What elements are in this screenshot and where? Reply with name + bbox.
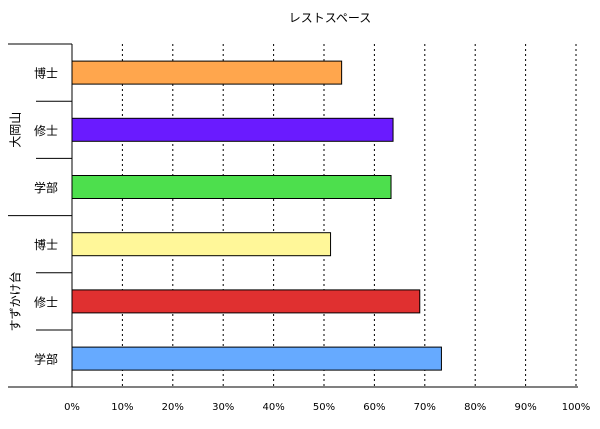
x-tick-label: 70% bbox=[414, 402, 436, 413]
chart-title: レストスペース bbox=[289, 11, 372, 25]
category-label: 修士 bbox=[34, 123, 58, 138]
x-tick-label: 80% bbox=[464, 402, 486, 413]
x-tick-label: 60% bbox=[363, 402, 385, 413]
group-label: すずかけ台 bbox=[8, 271, 23, 331]
category-label: 博士 bbox=[34, 237, 58, 252]
category-label: 修士 bbox=[34, 294, 58, 309]
category-label: 学部 bbox=[34, 352, 58, 367]
x-tick-label: 20% bbox=[162, 402, 184, 413]
category-label: 学部 bbox=[34, 180, 58, 195]
x-tick-label: 10% bbox=[111, 402, 133, 413]
category-label: 博士 bbox=[34, 66, 58, 81]
x-tick-label: 100% bbox=[562, 402, 591, 413]
x-tick-label: 40% bbox=[262, 402, 284, 413]
bar bbox=[71, 346, 442, 371]
bar bbox=[71, 117, 394, 142]
bar bbox=[71, 289, 421, 314]
bar bbox=[71, 232, 332, 257]
group-label: 大岡山 bbox=[9, 112, 23, 148]
x-tick-label: 0% bbox=[64, 402, 80, 413]
x-tick-label: 30% bbox=[212, 402, 234, 413]
bar bbox=[71, 175, 392, 199]
bar bbox=[71, 60, 343, 85]
x-tick-label: 90% bbox=[514, 402, 536, 413]
x-tick-label: 50% bbox=[313, 402, 335, 413]
